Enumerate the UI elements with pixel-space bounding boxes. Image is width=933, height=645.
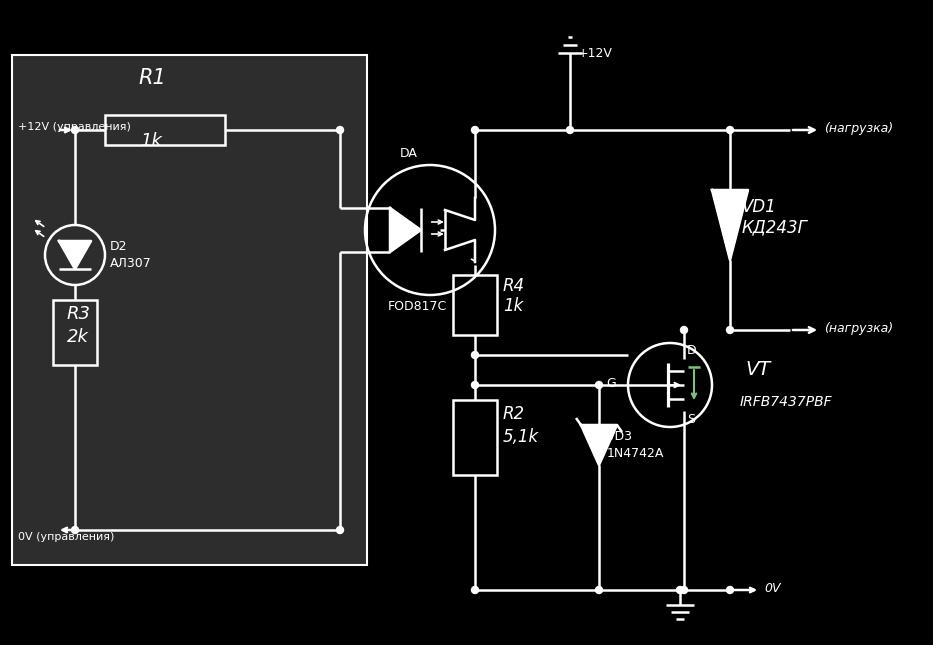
Circle shape: [680, 586, 688, 593]
Text: VD3: VD3: [607, 430, 633, 443]
Circle shape: [471, 381, 479, 388]
Text: 0V: 0V: [764, 582, 781, 595]
Text: (нагрузка): (нагрузка): [824, 322, 893, 335]
Bar: [453, 400, 497, 475]
Circle shape: [471, 352, 479, 359]
Text: 5,1k: 5,1k: [503, 428, 539, 446]
Circle shape: [72, 126, 78, 134]
Circle shape: [566, 126, 574, 134]
Polygon shape: [59, 241, 91, 269]
Text: R2: R2: [503, 405, 525, 423]
Text: FOD817C: FOD817C: [388, 300, 447, 313]
Circle shape: [595, 381, 603, 388]
Bar: [105, 115, 225, 145]
Circle shape: [727, 126, 733, 134]
Polygon shape: [712, 190, 748, 260]
Circle shape: [676, 586, 684, 593]
Text: D: D: [687, 344, 697, 357]
Text: 1N4742A: 1N4742A: [607, 447, 664, 460]
Circle shape: [471, 586, 479, 593]
Circle shape: [72, 526, 78, 533]
Text: +12V (управления): +12V (управления): [18, 122, 131, 132]
Text: D2: D2: [110, 240, 128, 253]
Text: DA: DA: [400, 147, 418, 160]
Circle shape: [727, 326, 733, 333]
Text: 2k: 2k: [67, 328, 89, 346]
Text: IRFB7437PBF: IRFB7437PBF: [740, 395, 832, 409]
Circle shape: [337, 126, 343, 134]
Text: АЛ307: АЛ307: [110, 257, 152, 270]
Bar: [453, 275, 497, 335]
Text: 1k: 1k: [503, 297, 523, 315]
Circle shape: [680, 326, 688, 333]
Circle shape: [727, 586, 733, 593]
Bar: [53, 300, 97, 365]
Text: VD1: VD1: [742, 198, 777, 216]
Text: +12V: +12V: [578, 47, 613, 60]
Text: S: S: [687, 413, 695, 426]
Text: 0V (управления): 0V (управления): [18, 532, 115, 542]
Text: G: G: [606, 377, 616, 390]
Text: R1: R1: [138, 68, 166, 88]
Text: (нагрузка): (нагрузка): [824, 122, 893, 135]
Bar: [12, 55, 367, 565]
Circle shape: [471, 126, 479, 134]
Polygon shape: [390, 208, 421, 252]
Text: КД243Г: КД243Г: [742, 218, 808, 236]
Polygon shape: [581, 425, 617, 465]
Text: R4: R4: [503, 277, 525, 295]
Circle shape: [337, 526, 343, 533]
Circle shape: [595, 586, 603, 593]
Text: 1k: 1k: [140, 132, 161, 150]
Text: R3: R3: [67, 305, 91, 323]
Text: VT: VT: [745, 360, 771, 379]
